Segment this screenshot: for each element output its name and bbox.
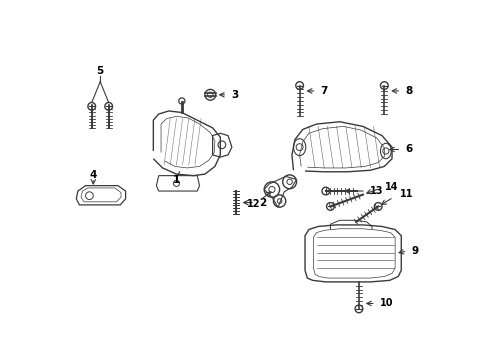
Text: 9: 9 [411, 246, 418, 256]
Text: 6: 6 [405, 144, 413, 154]
Text: 13: 13 [370, 186, 383, 196]
Text: 10: 10 [380, 298, 393, 309]
Text: 4: 4 [90, 170, 97, 180]
Text: 3: 3 [231, 90, 238, 100]
Text: 7: 7 [320, 86, 328, 96]
Text: 11: 11 [400, 189, 413, 199]
Text: 1: 1 [173, 175, 180, 185]
Text: 5: 5 [97, 66, 104, 76]
Text: 12: 12 [246, 199, 260, 209]
Text: 8: 8 [405, 86, 413, 96]
Text: 2: 2 [259, 198, 266, 208]
Text: 14: 14 [385, 182, 398, 192]
